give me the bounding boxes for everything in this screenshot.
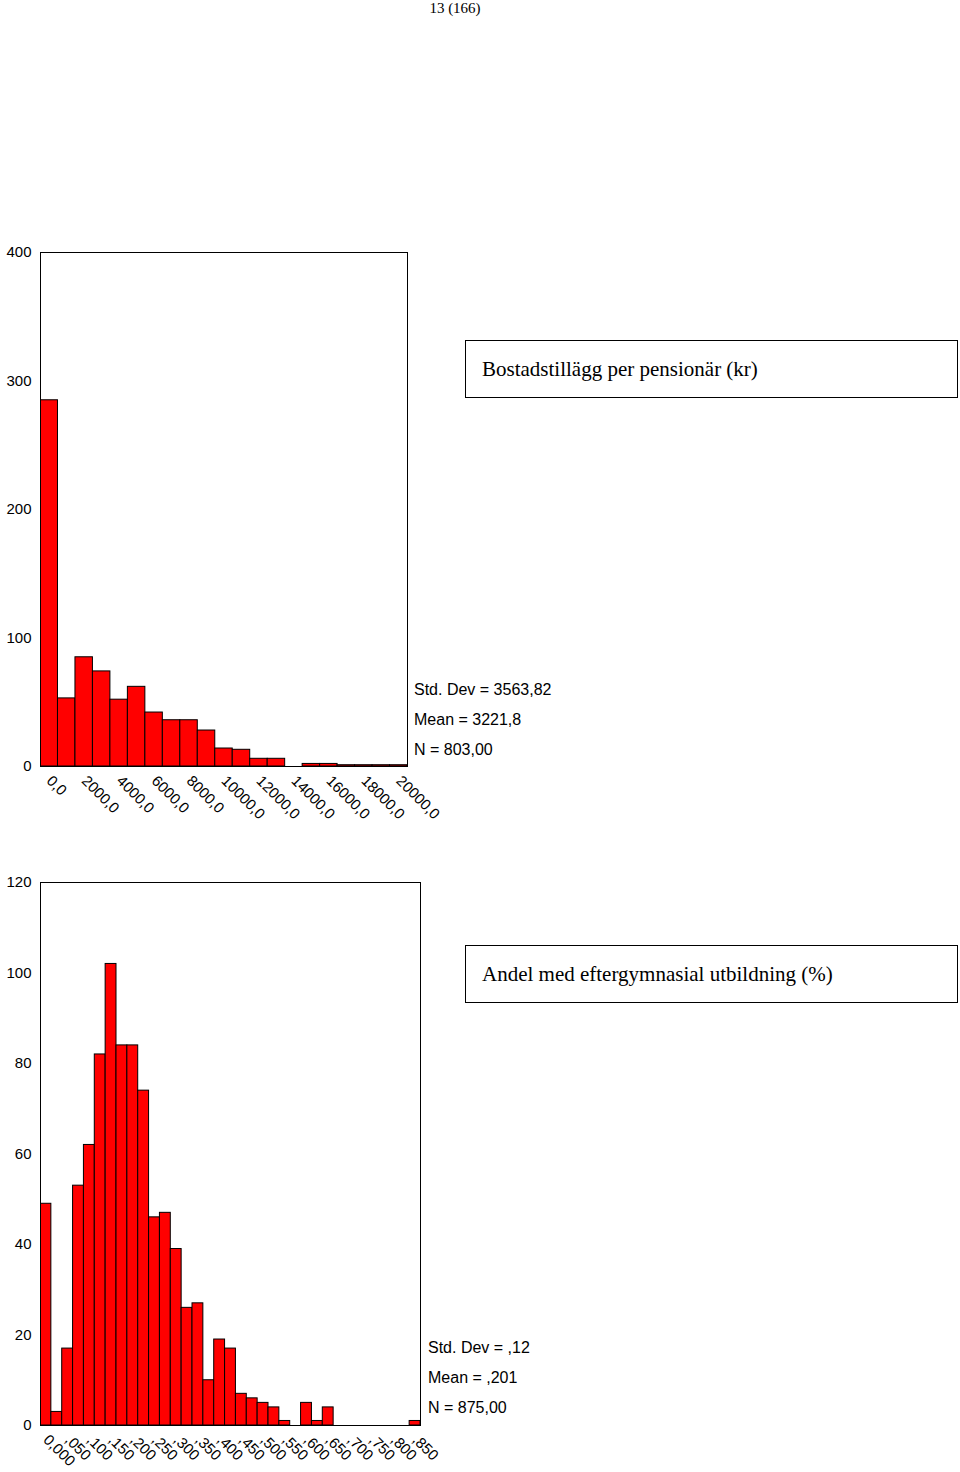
svg-text:,750: ,750 bbox=[366, 1430, 399, 1464]
svg-text:20: 20 bbox=[15, 1326, 32, 1343]
html-text:13 (166): 13 (166) bbox=[429, 0, 481, 16]
svg-text:,200: ,200 bbox=[127, 1430, 160, 1464]
html-text:Std. Dev = 3563,82: Std. Dev = 3563,82 bbox=[414, 681, 552, 698]
svg-text:300: 300 bbox=[6, 372, 31, 389]
svg-text:18000,0: 18000,0 bbox=[358, 771, 409, 823]
svg-text:20000,0: 20000,0 bbox=[393, 772, 443, 822]
svg-text:60: 60 bbox=[15, 1145, 32, 1162]
html-text:N = 803,00: N = 803,00 bbox=[414, 741, 493, 758]
svg-text:,700: ,700 bbox=[344, 1430, 378, 1464]
svg-text:,600: ,600 bbox=[301, 1430, 334, 1464]
html-text:N = 875,00: N = 875,00 bbox=[428, 1399, 507, 1416]
svg-text:,300: ,300 bbox=[170, 1430, 204, 1464]
svg-text:400: 400 bbox=[6, 243, 31, 260]
svg-text:2000,0: 2000,0 bbox=[79, 772, 123, 816]
svg-text:,800: ,800 bbox=[387, 1430, 421, 1464]
svg-text:40: 40 bbox=[15, 1235, 32, 1252]
html-text:Mean = ,201: Mean = ,201 bbox=[428, 1369, 518, 1386]
html-text:Andel med eftergymnasial utbil: Andel med eftergymnasial utbildning (%) bbox=[482, 961, 833, 986]
svg-text:0,000: 0,000 bbox=[40, 1430, 79, 1470]
svg-text:,500: ,500 bbox=[257, 1430, 291, 1464]
svg-text:120: 120 bbox=[6, 873, 31, 890]
svg-text:0: 0 bbox=[23, 757, 31, 774]
svg-text:,350: ,350 bbox=[192, 1430, 226, 1464]
svg-text:0: 0 bbox=[23, 1416, 31, 1433]
svg-text:,400: ,400 bbox=[214, 1430, 247, 1464]
svg-text:,050: ,050 bbox=[62, 1430, 95, 1464]
svg-text:80: 80 bbox=[15, 1054, 32, 1071]
svg-text:100: 100 bbox=[6, 964, 31, 981]
html-text:Bostadstillägg per pensionär (: Bostadstillägg per pensionär (kr) bbox=[482, 356, 758, 381]
svg-text:0,0: 0,0 bbox=[44, 772, 71, 799]
svg-text:6000,0: 6000,0 bbox=[149, 772, 193, 816]
svg-text:,100: ,100 bbox=[83, 1430, 117, 1464]
svg-text:14000,0: 14000,0 bbox=[288, 771, 339, 823]
svg-text:,250: ,250 bbox=[149, 1430, 182, 1464]
svg-text:4000,0: 4000,0 bbox=[114, 772, 158, 816]
svg-text:8000,0: 8000,0 bbox=[184, 772, 228, 816]
svg-text:200: 200 bbox=[6, 500, 31, 517]
svg-text:100: 100 bbox=[6, 629, 31, 646]
svg-text:,550: ,550 bbox=[279, 1430, 312, 1464]
svg-text:,450: ,450 bbox=[235, 1430, 269, 1464]
svg-text:12000,0: 12000,0 bbox=[253, 771, 304, 823]
html-text:Std. Dev = ,12: Std. Dev = ,12 bbox=[428, 1339, 530, 1356]
svg-text:10000,0: 10000,0 bbox=[218, 771, 269, 823]
svg-text:,650: ,650 bbox=[322, 1430, 356, 1464]
svg-text:,850: ,850 bbox=[410, 1431, 440, 1464]
svg-text:,150: ,150 bbox=[105, 1430, 139, 1464]
html-text:Mean = 3221,8: Mean = 3221,8 bbox=[414, 711, 522, 728]
svg-text:16000,0: 16000,0 bbox=[323, 771, 374, 823]
